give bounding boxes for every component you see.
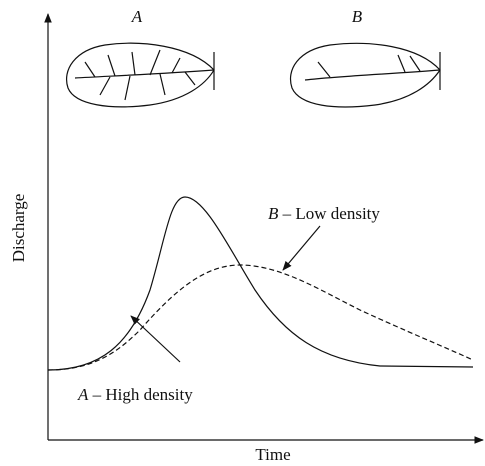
pointer-arrow: [282, 225, 321, 271]
leaf-a: [66, 42, 215, 108]
pointer-arrow: [130, 315, 181, 363]
leaf-label: A: [131, 7, 143, 26]
leaf-b: [290, 42, 441, 108]
x-axis-label: Time: [255, 445, 290, 464]
curve-label: B – Low density: [268, 204, 380, 223]
curve-label: A – High density: [77, 385, 193, 404]
curve-description: – High density: [92, 385, 194, 404]
leaf-label: B: [352, 7, 363, 26]
curve-a: [47, 196, 474, 371]
y-axis-label: Discharge: [9, 194, 28, 263]
curve-letter: B: [268, 204, 279, 223]
curve-b: [47, 264, 474, 371]
curve-letter: A: [77, 385, 89, 404]
curve-description: – Low density: [282, 204, 381, 223]
